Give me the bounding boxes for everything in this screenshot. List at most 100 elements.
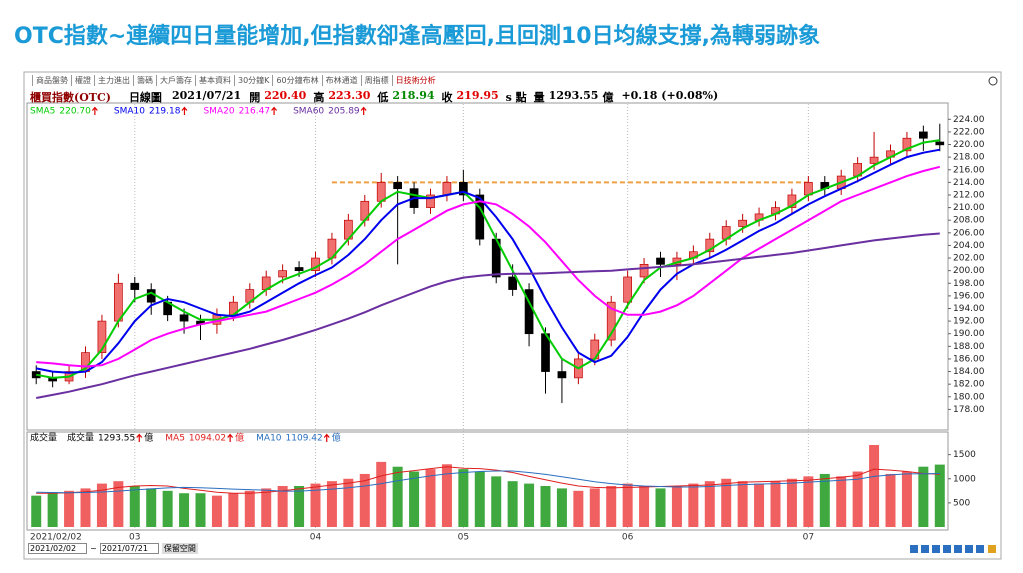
tab[interactable]: 籌碼 [133, 75, 156, 86]
zoom-icon[interactable] [988, 76, 998, 86]
y-tick-label: 216.00 [953, 165, 985, 175]
candle-body [606, 301, 616, 341]
tab[interactable]: 基本資料 [195, 75, 234, 86]
volume-bar [869, 445, 880, 527]
volume-bar [441, 464, 452, 527]
volume-bar [589, 488, 600, 527]
volume-bar [688, 483, 699, 527]
y-tick-label: 204.00 [953, 241, 985, 251]
tab[interactable]: 主力進出 [94, 75, 133, 86]
y-tick-label: 218.00 [953, 153, 985, 163]
y-tick-label: 1000 [953, 474, 976, 484]
x-tick-label: 2021/02/02 [30, 533, 82, 543]
headline: OTC指數~連續四日量能增加,但指數卻逢高壓回,且回測10日均線支撐,為轉弱跡象 [14, 24, 820, 49]
volume-bar [343, 478, 354, 527]
candle-body [869, 156, 879, 164]
up-arrow [91, 106, 98, 115]
y-tick-label: 220.00 [953, 140, 985, 150]
ma-line [36, 466, 940, 494]
volume-bar [704, 481, 715, 527]
candle-body [738, 219, 747, 227]
field-value: 220.40 [264, 89, 307, 102]
field-label: 開 [249, 91, 261, 104]
controls[interactable]: 2021/02/02 ~2021/07/21 保留空間 [28, 543, 198, 554]
volume-bar [934, 464, 945, 527]
toolbar-icons[interactable] [910, 545, 996, 553]
y-tick-label: 208.00 [953, 216, 985, 226]
tab[interactable]: 日技術分析 [391, 75, 439, 86]
legend-name: SMA5 [30, 107, 55, 117]
ma-line [36, 139, 940, 379]
panel-title: 成交量 [30, 432, 57, 444]
instrument: 櫃買指數(OTC) [30, 91, 111, 104]
y-tick-label: 186.00 [953, 354, 985, 364]
tab[interactable]: 大戶籌存 [156, 75, 195, 86]
legend-value: 205.89 [328, 107, 360, 117]
volume-label: 量 [533, 91, 545, 104]
legend-unit: 億 [332, 432, 341, 444]
volume-bar [129, 486, 140, 527]
up-arrow [227, 433, 234, 442]
candle-body [393, 182, 402, 190]
volume-bar [852, 471, 863, 527]
volume-bar [261, 488, 272, 527]
tab[interactable]: 商品盤勢 [32, 75, 71, 86]
y-tick-label: 214.00 [953, 178, 985, 188]
tab[interactable]: 60分鐘布林 [272, 75, 321, 86]
y-tick-label: 194.00 [953, 304, 985, 314]
field-value: 218.94 [392, 89, 435, 102]
volume-bar [622, 483, 633, 527]
tab[interactable]: 30分鐘K [234, 75, 272, 86]
to-date: 2021/07/21 [99, 543, 159, 554]
y-tick-label: 182.00 [953, 380, 985, 390]
volume-bar [573, 490, 584, 527]
x-tick-label: 03 [129, 533, 140, 543]
volume-bar [721, 478, 732, 527]
field-label: 高 [313, 91, 325, 104]
separator: ~ [90, 544, 97, 553]
change: +0.18 (+0.08%) [621, 89, 719, 102]
volume-bar [195, 493, 206, 527]
candle-body [294, 267, 304, 272]
candle-body [376, 182, 386, 202]
volume-bar [836, 476, 847, 527]
y-tick-label: 196.00 [953, 291, 985, 301]
volume-bar [491, 476, 502, 527]
volume-bar [326, 481, 337, 527]
volume-bar [162, 490, 173, 527]
up-arrow [271, 106, 278, 115]
field-label: 收 [441, 91, 453, 104]
field-label: 低 [377, 91, 389, 104]
volume-bar [556, 488, 567, 527]
tab-bar[interactable]: 商品盤勢 權證 主力進出 籌碼 大戶籌存 基本資料 30分鐘K 60分鐘布林 布林通道 周指標 日技… [32, 75, 439, 86]
quote-line: 櫃買指數(OTC) 日線圖 2021/07/21 開 220.40 高 223.30 低 218… [30, 89, 718, 105]
volume-bar [211, 495, 222, 527]
y-tick-label: 212.00 [953, 190, 985, 200]
volume-bar [524, 483, 535, 527]
y-tick-label: 206.00 [953, 228, 985, 238]
legend-name: 成交量 [67, 432, 94, 444]
period: 日線圖 [128, 91, 162, 104]
volume-bar [64, 490, 75, 527]
candle-body [146, 289, 156, 303]
tab[interactable]: 權證 [71, 75, 94, 86]
tab[interactable]: 周指標 [360, 75, 392, 86]
volume: 1293.55 [548, 89, 599, 102]
legend-unit: 億 [235, 432, 244, 444]
ma-line [36, 470, 940, 494]
candle-body [278, 270, 287, 278]
tab[interactable]: 布林通道 [321, 75, 361, 86]
field-value: 219.95 [456, 89, 499, 102]
candle-body [919, 131, 928, 139]
x-tick-label: 04 [310, 533, 322, 543]
legend-value: 219.18 [149, 107, 181, 117]
from-date: 2021/02/02 [28, 543, 88, 554]
ma-line [36, 148, 940, 374]
candle-body [179, 314, 189, 322]
candle-body [623, 276, 632, 303]
volume-bar [376, 461, 387, 527]
volume-bar [819, 473, 830, 527]
candle-body [114, 282, 123, 322]
